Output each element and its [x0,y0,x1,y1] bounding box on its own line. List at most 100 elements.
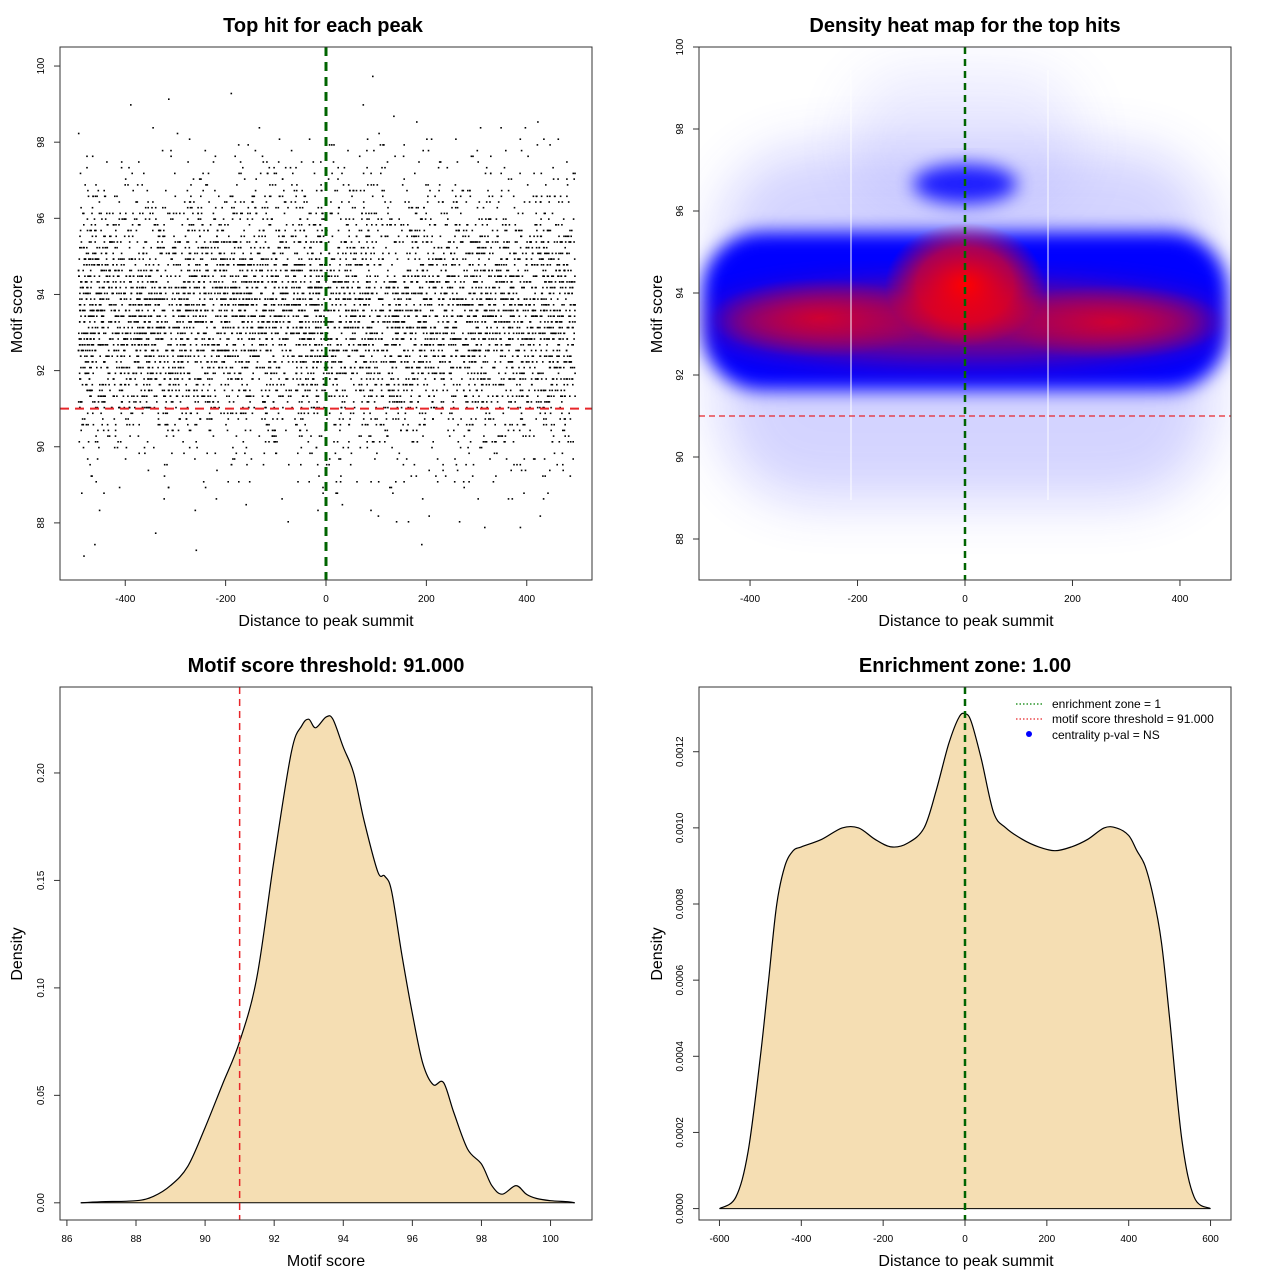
scatter-point [186,309,189,312]
scatter-point [239,412,242,415]
scatter-point [529,235,531,238]
scatter-point [513,315,515,317]
scatter-point [462,229,465,232]
scatter-point [176,372,179,375]
scatter-point [418,161,420,163]
scatter-point [547,492,549,494]
scatter-point [392,344,395,346]
scatter-point [259,246,262,249]
scatter-point [430,366,432,369]
scatter-point [224,383,227,386]
scatter-point [459,195,462,198]
scatter-point [275,275,278,277]
scatter-point [350,452,353,455]
scatter-point [489,378,491,380]
scatter-point [480,332,482,335]
scatter-point [250,246,252,249]
scatter-point [423,418,426,420]
scatter-point [450,315,453,317]
scatter-point [466,275,468,277]
scatter-point [433,338,436,340]
scatter-point [223,412,225,415]
scatter-point [507,292,510,295]
scatter-point [406,252,408,255]
scatter-point [192,212,194,215]
scatter-point [259,366,261,369]
scatter-point [165,423,168,426]
scatter-point [403,315,406,317]
scatter-point [156,315,158,317]
scatter-point [432,344,435,346]
scatter-point [429,338,432,340]
scatter-point [156,326,159,329]
scatter-point [184,344,186,346]
scatter-point [372,184,375,186]
scatter-point [144,452,146,455]
scatter-point [486,224,488,226]
scatter-point [565,361,568,363]
scatter-point [158,338,160,340]
scatter-point [427,252,429,255]
scatter-point [181,252,183,255]
scatter-point [473,241,475,243]
scatter-point [320,264,322,266]
scatter-point [302,344,305,346]
scatter-point [467,446,469,449]
scatter-point [201,275,204,277]
scatter-point [140,338,143,340]
scatter-point [275,372,278,375]
scatter-point [281,349,284,352]
scatter-point [228,304,230,306]
scatter-point [528,389,530,392]
scatter-point [120,412,123,415]
scatter-point [446,326,448,329]
scatter-point [119,298,122,300]
scatter-point [566,326,569,329]
scatter-point [115,332,118,335]
scatter-point [465,395,468,397]
scatter-point [419,286,421,289]
scatter-point [516,383,518,386]
scatter-point [414,229,416,232]
scatter-point [377,349,379,352]
scatter-point [316,332,319,335]
scatter-point [312,361,315,363]
scatter-point [419,349,422,352]
scatter-point [304,298,307,300]
scatter-point [187,269,189,272]
scatter-point [81,344,83,346]
scatter-point [164,321,166,323]
scatter-point [395,241,397,243]
scatter-point [85,281,87,283]
scatter-point [108,372,111,375]
scatter-point [542,286,544,289]
scatter-point [154,344,157,346]
scatter-point [165,435,168,437]
scatter-point [398,298,400,300]
scatter-point [414,212,417,215]
scatter-point [146,372,149,375]
scatter-point [242,326,245,329]
scatter-point [530,349,533,352]
scatter-point [214,218,217,220]
scatter-point [310,338,312,340]
scatter-point [388,315,390,317]
scatter-point [397,326,399,329]
scatter-point [441,349,443,352]
scatter-point [163,246,165,249]
scatter-point [121,389,124,392]
scatter-point [300,463,302,466]
scatter-point [500,264,503,266]
scatter-point [107,281,110,283]
scatter-point [411,292,413,295]
scatter-point [80,315,82,317]
scatter-point [312,378,314,380]
scatter-point [225,201,228,203]
scatter-point [187,292,189,295]
scatter-point [515,292,518,295]
scatter-point [301,269,303,272]
scatter-point [291,281,294,283]
scatter-point [195,241,198,243]
scatter-point [456,292,458,295]
scatter-point [390,224,392,226]
